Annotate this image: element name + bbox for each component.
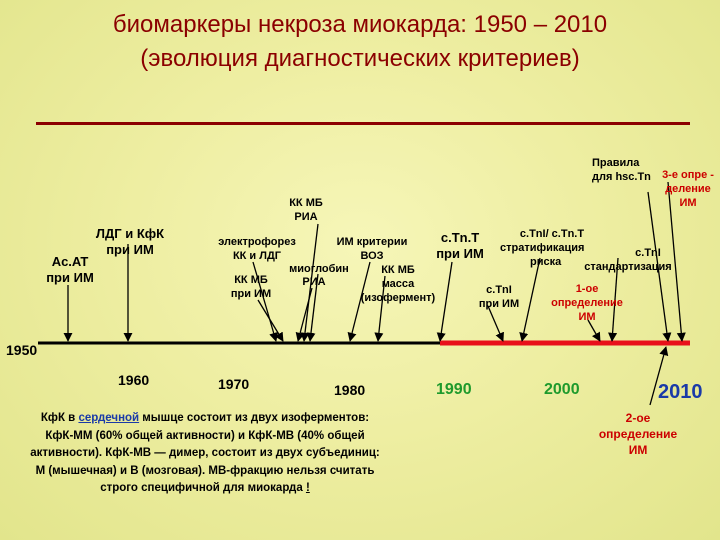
year-1990: 1990 <box>436 381 472 398</box>
label-ctni-ctnt: c.TnI/ c.Tn.T <box>519 228 585 240</box>
arrow-ctni-im <box>487 305 504 342</box>
label-kkmb-ria: КК МБ РИА <box>289 197 323 223</box>
label-ldg: ЛДГ и КфК при ИМ <box>95 226 165 257</box>
arrow-std <box>608 257 619 342</box>
year-1960: 1960 <box>118 372 150 388</box>
label-asat: Ac.AT при ИМ <box>46 254 94 285</box>
label-second-definition: 2-ое определение ИМ <box>598 411 678 457</box>
arrow-kkmb-ria <box>300 223 319 342</box>
year-1970: 1970 <box>218 376 250 392</box>
arrow-im-criteria <box>347 261 371 342</box>
arrow-ctni-ctnt <box>519 257 541 342</box>
year-1950: 1950 <box>6 342 38 358</box>
year-2000: 2000 <box>544 381 580 398</box>
label-stratification: стратификация риска <box>500 242 585 268</box>
note-text-1: КфК в <box>40 412 79 424</box>
title-underline <box>36 122 690 125</box>
arrow-rules <box>667 181 686 342</box>
arrow-kkmb-mass <box>374 275 386 342</box>
label-ctnt: c.Tn.T при ИМ <box>436 230 484 261</box>
year-1980: 1980 <box>334 382 366 398</box>
label-hsctn-rules: Правила для hsc.Tn <box>592 157 651 183</box>
label-kkmb-mass: КК МБ масса (изофермент) <box>360 264 436 304</box>
label-ctni-std: c.TnI стандартизация <box>584 247 672 273</box>
label-kkmb-im: КК МБ при ИМ <box>230 274 272 300</box>
label-third-definition: 3-е опре - деление ИМ <box>662 169 714 209</box>
arrow-myoglobin <box>306 273 319 342</box>
arrow-kkmb-im <box>257 299 284 342</box>
arrow-def1 <box>587 319 601 342</box>
arrow-electro <box>252 261 279 342</box>
isoenzyme-note: КфК в сердечной мышце состоит из двух из… <box>30 410 380 498</box>
title-line-1: биомаркеры некроза миокарда: 1950 – 2010 <box>112 11 608 38</box>
note-text-2: мышце состоит из двух изоферментов: КфК-… <box>30 412 380 494</box>
label-myoglobin: миоглобин <box>289 263 349 275</box>
note-exclamation: ! <box>305 482 310 494</box>
label-ctni-im: c.TnI при ИМ <box>478 284 520 310</box>
arrow-def3 <box>647 191 672 342</box>
label-electrophoresis: электрофорез КК и ЛДГ <box>218 236 296 262</box>
label-first-definition: 1-ое определение ИМ <box>551 283 623 323</box>
year-2010: 2010 <box>658 381 703 403</box>
title-line-2: (эволюция диагностических критериев) <box>140 45 580 72</box>
label-im-criteria: ИМ критерии ВОЗ <box>336 236 408 262</box>
label-ria: РИА <box>302 276 326 288</box>
arrow-def2 <box>649 346 669 406</box>
note-link-cardiac[interactable]: сердечной <box>78 412 140 424</box>
arrow-ctnt <box>436 261 453 342</box>
